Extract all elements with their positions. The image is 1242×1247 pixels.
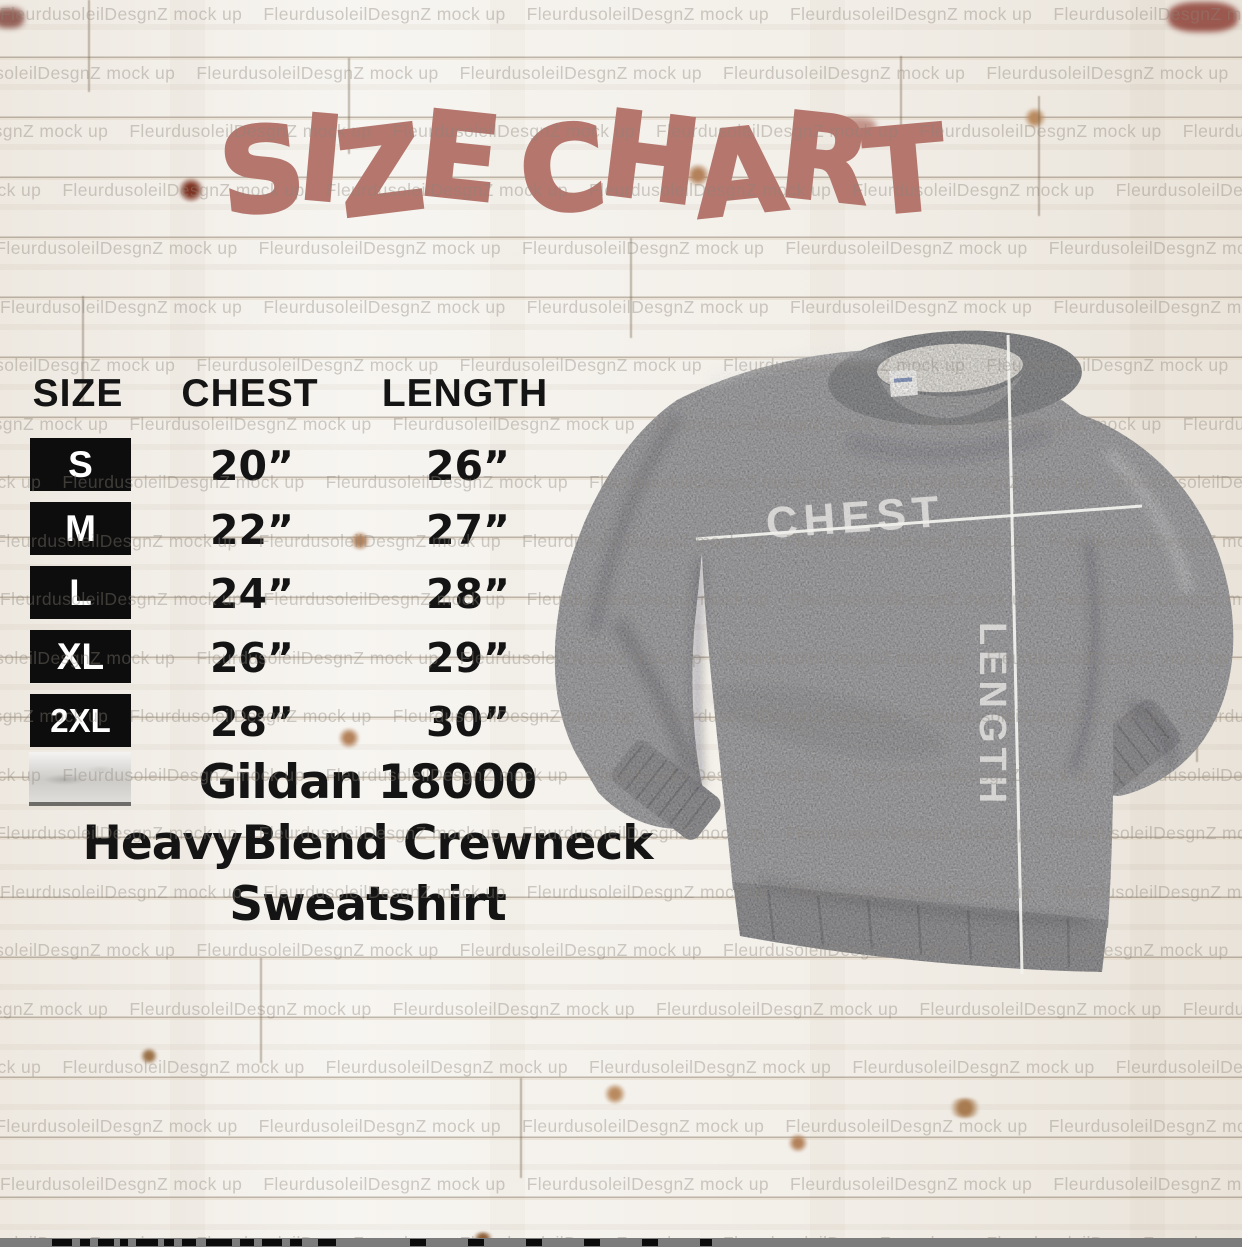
length-measure-line xyxy=(1006,334,1024,975)
size-badge: S xyxy=(30,438,131,491)
length-value: 26” xyxy=(425,442,511,490)
sweatshirt-body-group xyxy=(554,330,1234,972)
chest-value: 22” xyxy=(209,506,295,554)
length-value: 29” xyxy=(425,634,511,682)
length-value: 30” xyxy=(425,698,511,746)
col-header-size: SIZE xyxy=(32,372,124,415)
size-badge: L xyxy=(30,566,131,619)
length-measure-label: LENGTH xyxy=(971,622,1013,808)
size-badge: M xyxy=(30,502,131,555)
fabric-thumbnail xyxy=(29,752,131,806)
size-badge: XL xyxy=(30,630,131,683)
product-line: HeavyBlend Crewneck xyxy=(82,816,654,871)
chest-value: 20” xyxy=(209,442,295,490)
chest-measure-line xyxy=(695,504,1143,541)
col-header-chest: CHEST xyxy=(181,372,319,415)
product-line: Gildan 18000 xyxy=(198,755,538,810)
product-line: Sweatshirt xyxy=(229,877,507,932)
body-panel xyxy=(677,350,1114,928)
bottom-edge-artifact xyxy=(0,1238,1242,1247)
chest-value: 28” xyxy=(209,698,295,746)
sweatshirt-photo: CHEST LENGTH xyxy=(528,322,1242,1002)
length-value: 27” xyxy=(425,506,511,554)
length-value: 28” xyxy=(425,570,511,618)
size-badge: 2XL xyxy=(30,694,131,747)
chest-value: 24” xyxy=(209,570,295,618)
chest-value: 26” xyxy=(209,634,295,682)
neck-tag xyxy=(889,369,918,397)
left-cuff xyxy=(611,740,721,840)
fabric-folds xyxy=(588,348,1194,927)
sweatshirt-illustration: CHEST LENGTH xyxy=(554,330,1234,975)
col-header-length: LENGTH xyxy=(381,372,549,415)
page-title: SIZE CHART xyxy=(211,84,948,247)
collar-front-fabric xyxy=(880,374,1022,418)
product-name: Gildan 18000 HeavyBlend Crewneck Sweatsh… xyxy=(45,752,690,935)
